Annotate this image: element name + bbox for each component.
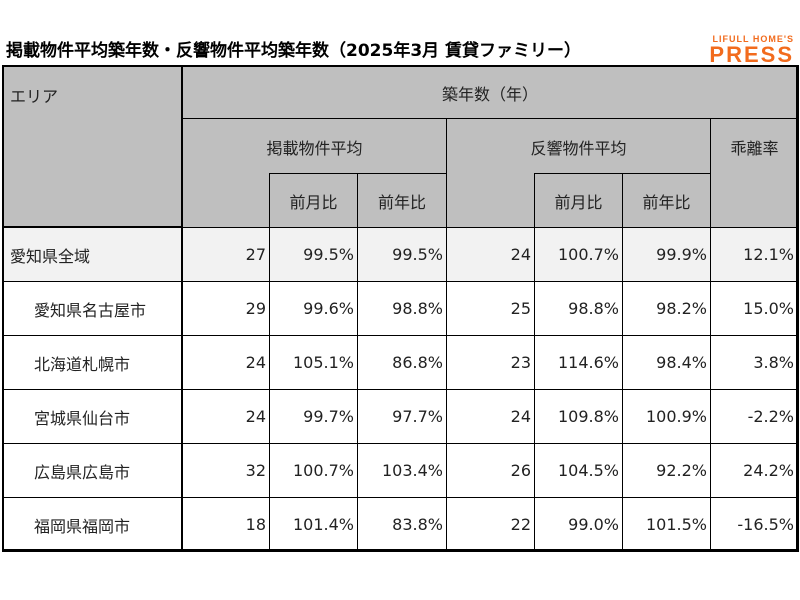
header-response-value <box>446 173 535 228</box>
row-gap: -2.2% <box>710 389 799 444</box>
row-listed: 32 <box>182 443 270 498</box>
row-listed-yoy: 99.5% <box>357 227 447 282</box>
row-listed-mom: 105.1% <box>269 335 358 390</box>
header-listed: 掲載物件平均 <box>182 118 447 174</box>
header-gap: 乖離率 <box>710 118 799 228</box>
row-gap: 3.8% <box>710 335 799 390</box>
row-resp-yoy: 98.2% <box>622 281 711 336</box>
row-listed: 27 <box>182 227 270 282</box>
header-age: 築年数（年） <box>182 65 799 119</box>
row-resp-mom: 99.0% <box>534 497 623 552</box>
row-listed: 24 <box>182 389 270 444</box>
row-listed: 24 <box>182 335 270 390</box>
header-listed-value <box>182 173 270 228</box>
header-listed-yoy: 前年比 <box>357 173 447 228</box>
row-resp: 22 <box>446 497 535 552</box>
row-gap: -16.5% <box>710 497 799 552</box>
row-resp-yoy: 100.9% <box>622 389 711 444</box>
row-resp-mom: 104.5% <box>534 443 623 498</box>
header-response-yoy: 前年比 <box>622 173 711 228</box>
row-resp: 24 <box>446 389 535 444</box>
row-listed: 18 <box>182 497 270 552</box>
header-listed-mom: 前月比 <box>269 173 358 228</box>
row-resp-yoy: 99.9% <box>622 227 711 282</box>
logo-line1: LIFULL HOME'S <box>712 34 794 44</box>
row-resp: 24 <box>446 227 535 282</box>
row-resp: 23 <box>446 335 535 390</box>
row-resp-mom: 100.7% <box>534 227 623 282</box>
row-listed-mom: 99.6% <box>269 281 358 336</box>
row-area: 愛知県名古屋市 <box>2 281 183 336</box>
row-gap: 12.1% <box>710 227 799 282</box>
row-listed-mom: 99.7% <box>269 389 358 444</box>
row-listed-yoy: 103.4% <box>357 443 447 498</box>
row-resp-yoy: 98.4% <box>622 335 711 390</box>
row-resp-yoy: 101.5% <box>622 497 711 552</box>
logo-line2: PRESS <box>709 42 794 67</box>
header-response: 反響物件平均 <box>446 118 711 174</box>
row-resp: 26 <box>446 443 535 498</box>
row-listed-yoy: 97.7% <box>357 389 447 444</box>
row-listed-mom: 101.4% <box>269 497 358 552</box>
row-listed-yoy: 98.8% <box>357 281 447 336</box>
row-gap: 24.2% <box>710 443 799 498</box>
header-response-mom: 前月比 <box>534 173 623 228</box>
row-area: 広島県広島市 <box>2 443 183 498</box>
row-resp-mom: 114.6% <box>534 335 623 390</box>
row-area: 愛知県全域 <box>2 227 183 282</box>
row-resp-mom: 98.8% <box>534 281 623 336</box>
row-gap: 15.0% <box>710 281 799 336</box>
page-title: 掲載物件平均築年数・反響物件平均築年数（2025年3月 賃貸ファミリー） <box>6 41 582 61</box>
row-resp: 25 <box>446 281 535 336</box>
lifull-homes-press-logo: LIFULL HOME'S PRESS <box>709 34 794 66</box>
row-listed-yoy: 83.8% <box>357 497 447 552</box>
row-listed: 29 <box>182 281 270 336</box>
row-listed-mom: 100.7% <box>269 443 358 498</box>
row-resp-yoy: 92.2% <box>622 443 711 498</box>
row-area: 北海道札幌市 <box>2 335 183 390</box>
row-resp-mom: 109.8% <box>534 389 623 444</box>
row-area: 宮城県仙台市 <box>2 389 183 444</box>
row-listed-yoy: 86.8% <box>357 335 447 390</box>
row-listed-mom: 99.5% <box>269 227 358 282</box>
row-area: 福岡県福岡市 <box>2 497 183 552</box>
header-area: エリア <box>2 65 183 228</box>
